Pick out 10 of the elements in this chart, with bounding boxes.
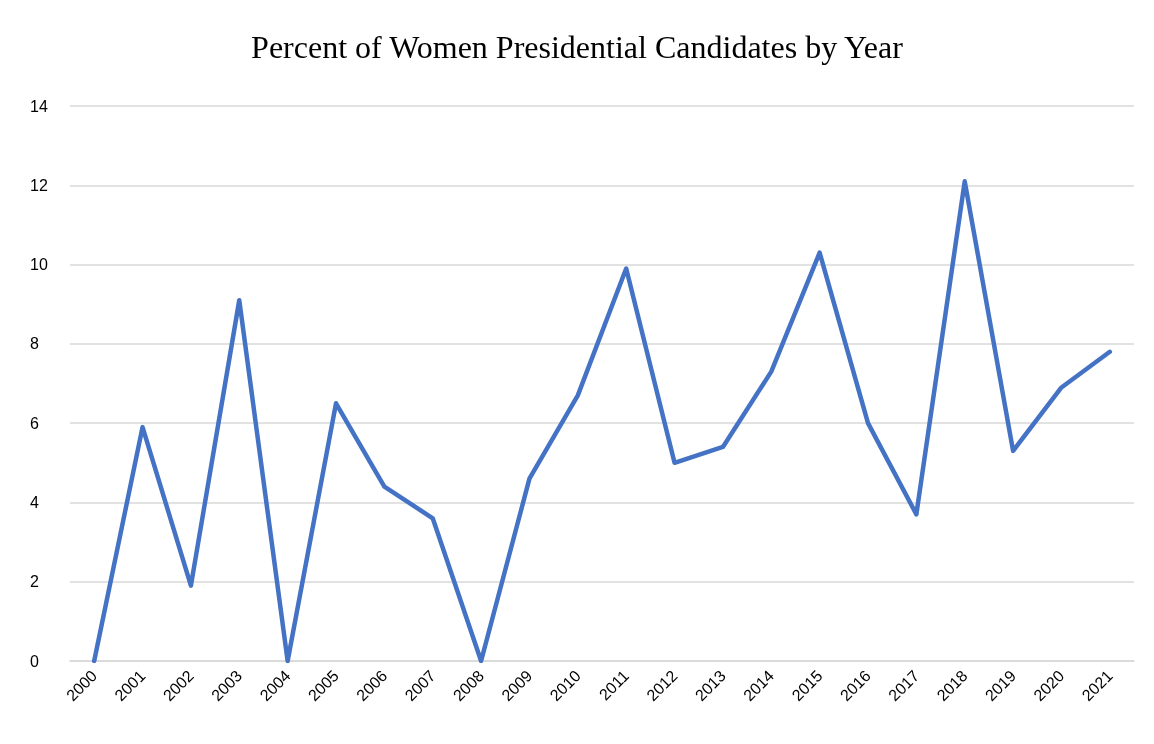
y-tick-label: 6 bbox=[30, 414, 39, 432]
y-tick-label: 14 bbox=[30, 97, 48, 115]
line-series bbox=[91, 179, 1113, 664]
y-tick-label: 4 bbox=[30, 493, 39, 511]
y-tick-label: 8 bbox=[30, 335, 39, 353]
y-tick-label: 0 bbox=[30, 652, 39, 670]
y-tick-label: 12 bbox=[30, 176, 48, 194]
chart-title: Percent of Women Presidential Candidates by Year bbox=[251, 29, 904, 65]
y-tick-label: 2 bbox=[30, 573, 39, 591]
y-tick-label: 10 bbox=[30, 256, 48, 274]
